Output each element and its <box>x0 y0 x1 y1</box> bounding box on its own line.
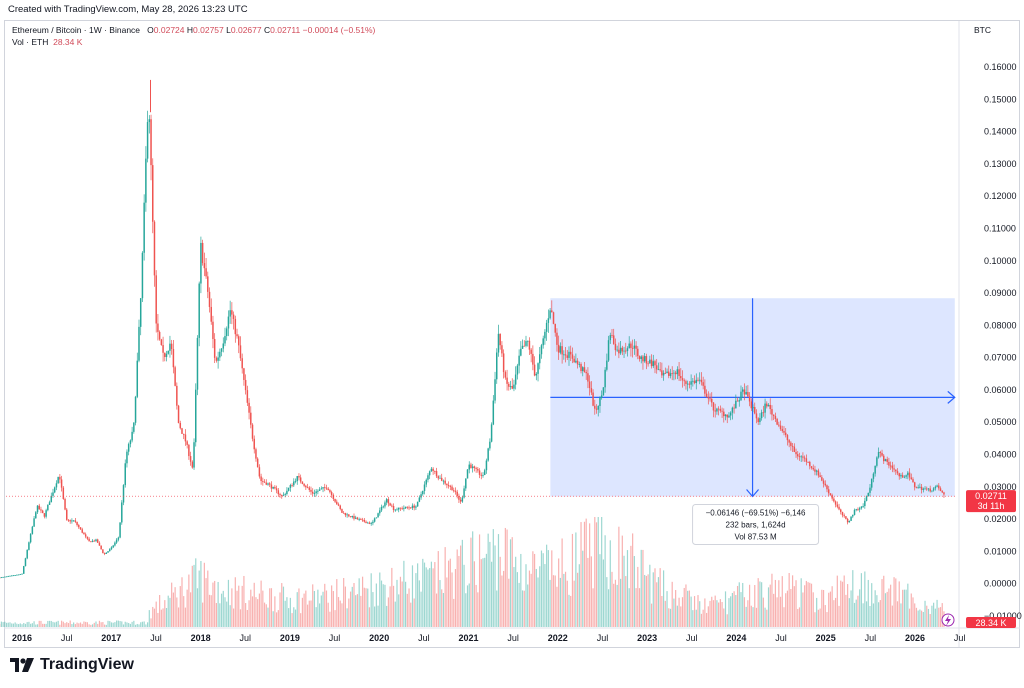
volume-legend: Vol · ETH 28.34 K <box>12 37 82 47</box>
chart-frame <box>4 20 1020 648</box>
low-value: 0.02677 <box>230 25 262 35</box>
open-label: O <box>147 25 154 35</box>
volume-bar <box>0 621 2 627</box>
high-label: H <box>186 25 194 35</box>
close-value: 0.02711 <box>270 25 301 35</box>
symbol-title: Ethereum / Bitcoin · 1W · Binance <box>12 25 141 35</box>
brand-name: TradingView <box>40 656 134 673</box>
high-value: 0.02757 <box>193 25 224 35</box>
created-caption: Created with TradingView.com, May 28, 20… <box>8 4 248 15</box>
candle-body <box>0 577 3 579</box>
volume-value: 28.34 K <box>53 37 83 47</box>
symbol-legend: Ethereum / Bitcoin · 1W · Binance O0.027… <box>12 24 375 37</box>
low-label: L <box>226 25 231 35</box>
change-value: −0.00014 (−0.51%) <box>302 25 376 35</box>
volume-label: Vol · ETH <box>12 37 49 47</box>
close-label: C <box>263 25 271 35</box>
tradingview-logo-icon <box>10 658 34 672</box>
currency-label[interactable]: BTC <box>974 25 991 35</box>
tradingview-brand: TradingView <box>10 656 134 674</box>
open-value: 0.02724 <box>153 25 185 35</box>
